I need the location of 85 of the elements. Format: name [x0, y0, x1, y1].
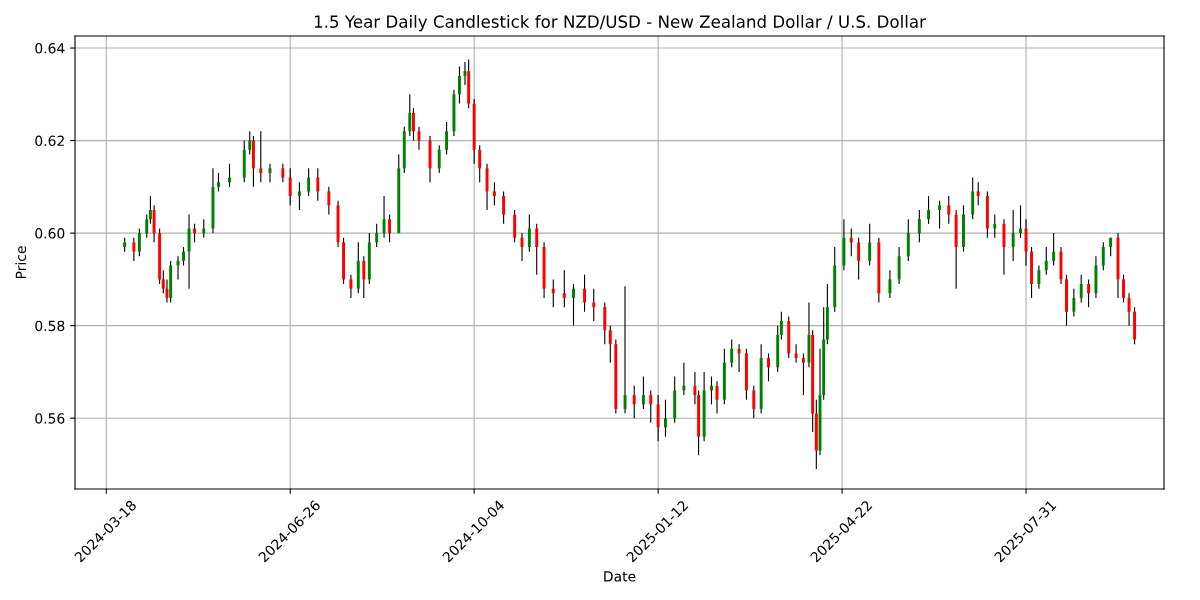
candlestick	[492, 181, 496, 206]
candlestick	[649, 389, 653, 424]
candlestick	[794, 343, 798, 364]
candlestick	[801, 352, 805, 396]
candlestick	[752, 385, 756, 419]
candlestick	[1011, 209, 1015, 262]
candlestick	[1052, 232, 1056, 267]
candlestick	[187, 214, 191, 290]
candlestick	[281, 163, 285, 183]
candlestick	[897, 246, 901, 285]
candlestick	[193, 223, 197, 243]
y-axis-title: Price	[15, 246, 27, 279]
candlestick	[1079, 274, 1083, 304]
candlestick	[217, 172, 220, 193]
candlestick	[412, 107, 415, 142]
candlestick	[730, 338, 734, 368]
candlestick	[382, 195, 386, 239]
candlestick	[437, 144, 441, 174]
candlestick	[1002, 218, 1006, 276]
candlestick	[888, 269, 892, 299]
candlestick	[152, 204, 156, 243]
candlestick	[182, 246, 185, 267]
candlestick	[362, 255, 366, 299]
candlestick	[906, 218, 910, 262]
y-tick-label: 0.58	[35, 320, 65, 332]
candlestick	[656, 394, 660, 442]
candlestick	[307, 167, 311, 197]
candlestick	[641, 376, 645, 410]
candlestick	[938, 200, 942, 230]
candlestick	[478, 144, 482, 183]
candlestick	[132, 237, 136, 262]
candlestick	[857, 237, 861, 280]
candlestick	[202, 218, 206, 239]
candlestick	[457, 65, 461, 105]
candlestick	[779, 311, 783, 341]
candlestick	[572, 283, 575, 327]
candlestick	[1024, 218, 1028, 267]
candlestick	[927, 195, 931, 225]
candlestick	[408, 93, 412, 137]
candlestick	[148, 195, 152, 225]
candlestick	[947, 195, 951, 225]
candlestick	[137, 227, 141, 257]
y-tick-label: 0.56	[35, 413, 65, 424]
candlestick	[445, 121, 449, 156]
candlestick	[562, 269, 566, 308]
candlestick	[375, 223, 379, 248]
candlestick	[868, 223, 872, 267]
candlestick	[327, 186, 331, 216]
candlestick	[1044, 246, 1048, 276]
candlestick	[527, 214, 531, 253]
candlestick	[583, 274, 587, 313]
candlestick	[962, 204, 965, 253]
candlestick	[316, 167, 320, 202]
y-tick-label: 0.64	[35, 43, 65, 54]
candlestick	[259, 130, 263, 183]
candlestick	[1127, 292, 1131, 327]
chart-title: 1.5 Year Daily Candlestick for NZD/USD - New Zealand Dollar / U.S. Dollar	[314, 15, 926, 32]
candlestick	[288, 167, 292, 206]
candlestick	[767, 352, 770, 382]
candlestick	[145, 214, 149, 239]
candlestick	[535, 223, 539, 276]
candlestick	[1072, 288, 1076, 317]
candlestick	[248, 130, 252, 156]
candlestick	[632, 385, 636, 419]
candlestick	[1101, 241, 1105, 271]
candlestick	[485, 163, 489, 211]
candlestick	[603, 301, 607, 345]
candlestick	[297, 181, 301, 211]
candlestick	[388, 214, 392, 243]
x-axis-title: Date	[604, 571, 636, 582]
candlestick	[664, 399, 667, 438]
candlestick	[1122, 274, 1125, 304]
candlestick	[971, 177, 975, 220]
candlestick	[513, 209, 517, 243]
candlestick	[1019, 204, 1022, 239]
y-tick-label: 0.62	[35, 135, 64, 147]
candlestick	[1087, 278, 1091, 308]
candlestick	[502, 190, 506, 225]
candlestick	[1065, 274, 1068, 327]
candlestick	[1037, 264, 1041, 290]
candlestick	[917, 209, 921, 243]
candlestick	[608, 325, 612, 364]
candlestick	[976, 181, 980, 206]
y-tick-label: 0.60	[35, 228, 65, 239]
candlestick	[349, 274, 353, 299]
